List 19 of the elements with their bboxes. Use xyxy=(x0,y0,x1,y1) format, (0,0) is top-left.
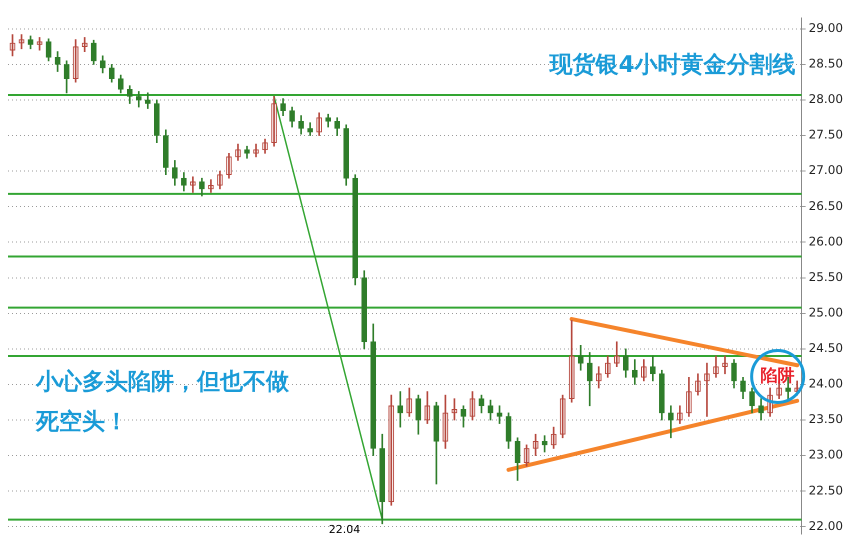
y-tick-label: 26.50 xyxy=(808,198,844,213)
annotation: 小心多头陷阱，但也不做死空头！ xyxy=(35,368,290,435)
y-tick-label: 29.00 xyxy=(808,20,844,35)
y-tick-label: 23.50 xyxy=(808,412,844,426)
y-tick-label: 25.50 xyxy=(808,270,844,284)
annotation: 陷阱 xyxy=(760,366,795,386)
y-tick-label: 24.50 xyxy=(808,341,844,356)
text: 现货银4小时黄金分割线 xyxy=(548,52,796,78)
y-tick-label: 22.50 xyxy=(808,483,844,498)
y-tick-label: 25.00 xyxy=(808,305,844,320)
y-tick-label: 22.00 xyxy=(808,518,844,533)
y-tick-label: 27.50 xyxy=(808,128,844,142)
y-tick-label: 23.00 xyxy=(808,448,844,462)
y-tick-label: 28.50 xyxy=(808,56,844,71)
y-tick-label: 28.00 xyxy=(808,92,844,106)
annotation: 22.04 xyxy=(328,523,360,536)
y-tick-label: 26.00 xyxy=(808,234,844,248)
y-tick-label: 27.00 xyxy=(808,163,844,178)
y-tick-label: 24.00 xyxy=(808,376,844,391)
